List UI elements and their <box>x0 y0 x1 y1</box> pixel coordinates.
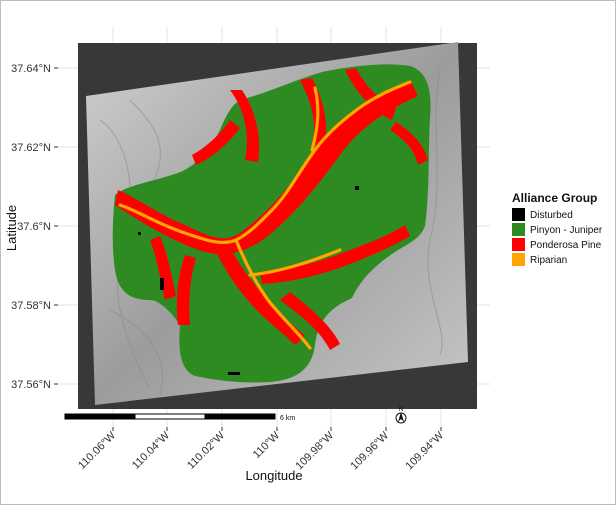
legend-swatch <box>512 208 525 221</box>
y-tick-label: 37.56°N <box>11 379 51 391</box>
legend-swatch <box>512 253 525 266</box>
y-tick-label: 37.62°N <box>11 142 51 154</box>
legend-label: Ponderosa Pine <box>530 240 602 251</box>
legend-item: Riparian <box>512 253 567 266</box>
legend-label: Riparian <box>530 255 567 266</box>
x-tick-label: 109.98°W <box>293 429 336 472</box>
x-axis-title: Longitude <box>245 468 302 483</box>
y-tick-label: 37.64°N <box>11 63 51 75</box>
ponderosa-pine-layer <box>115 68 428 350</box>
scale-bar-label: 6 km <box>280 415 295 422</box>
y-tick-label: 37.6°N <box>17 221 51 233</box>
y-axis-title: Latitude <box>4 205 19 251</box>
north-label: N <box>399 407 403 413</box>
legend-item: Pinyon - Juniper <box>512 223 603 236</box>
legend-item: Ponderosa Pine <box>512 238 602 251</box>
legend-swatch <box>512 223 525 236</box>
legend-item: Disturbed <box>512 208 573 221</box>
y-axis: 37.64°N 37.62°N 37.6°N 37.58°N 37.56°N <box>11 63 51 391</box>
legend: Alliance Group Disturbed Pinyon - Junipe… <box>512 191 603 266</box>
scale-bar: 6 km <box>64 413 295 422</box>
legend-label: Pinyon - Juniper <box>530 225 603 236</box>
x-tick-label: 109.94°W <box>403 429 446 472</box>
x-tick-label: 110.04°W <box>130 429 173 472</box>
legend-swatch <box>512 238 525 251</box>
x-tick-label: 110.02°W <box>185 429 228 472</box>
legend-label: Disturbed <box>530 210 573 221</box>
north-arrow-icon: N <box>395 407 407 424</box>
x-tick-label: 110.06°W <box>76 429 119 472</box>
axis-ticks <box>54 67 442 431</box>
x-tick-label: 110°W <box>251 429 283 461</box>
disturbed-layer <box>138 186 359 375</box>
x-tick-label: 109.96°W <box>348 429 391 472</box>
riparian-layer <box>118 80 412 350</box>
y-tick-label: 37.58°N <box>11 300 51 312</box>
x-axis: 110.06°W 110.04°W 110.02°W 110°W 109.98°… <box>76 429 447 472</box>
legend-title: Alliance Group <box>512 191 597 205</box>
